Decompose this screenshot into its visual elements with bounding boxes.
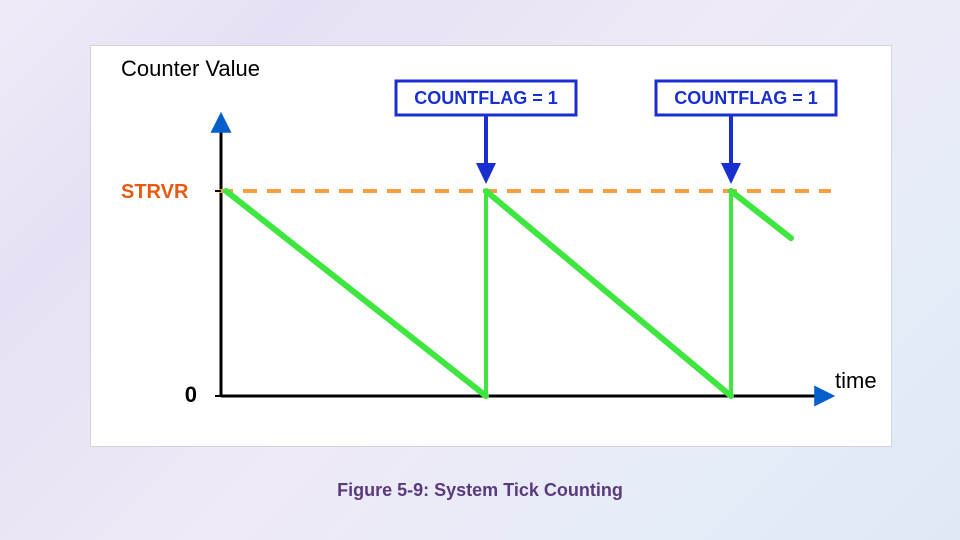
- y-axis-label: Counter Value: [121, 56, 260, 81]
- figure-panel: Counter Value time 0 STRVR COUNTFLAG = 1 COUN…: [90, 45, 892, 447]
- countflag-arrow-head-1: [721, 163, 741, 184]
- y-zero-label: 0: [185, 382, 197, 407]
- timing-chart: Counter Value time 0 STRVR COUNTFLAG = 1 COUN…: [91, 46, 891, 446]
- countflag-text-1: COUNTFLAG = 1: [674, 88, 818, 108]
- x-axis-label: time: [835, 368, 877, 393]
- ramp-partial: [731, 191, 791, 238]
- countflag-arrow-head-0: [476, 163, 496, 184]
- ramp-0: [226, 191, 486, 396]
- ramp-1: [486, 191, 731, 396]
- figure-caption: Figure 5-9: System Tick Counting: [0, 480, 960, 501]
- countflag-text-0: COUNTFLAG = 1: [414, 88, 558, 108]
- reload-label: STRVR: [121, 181, 189, 203]
